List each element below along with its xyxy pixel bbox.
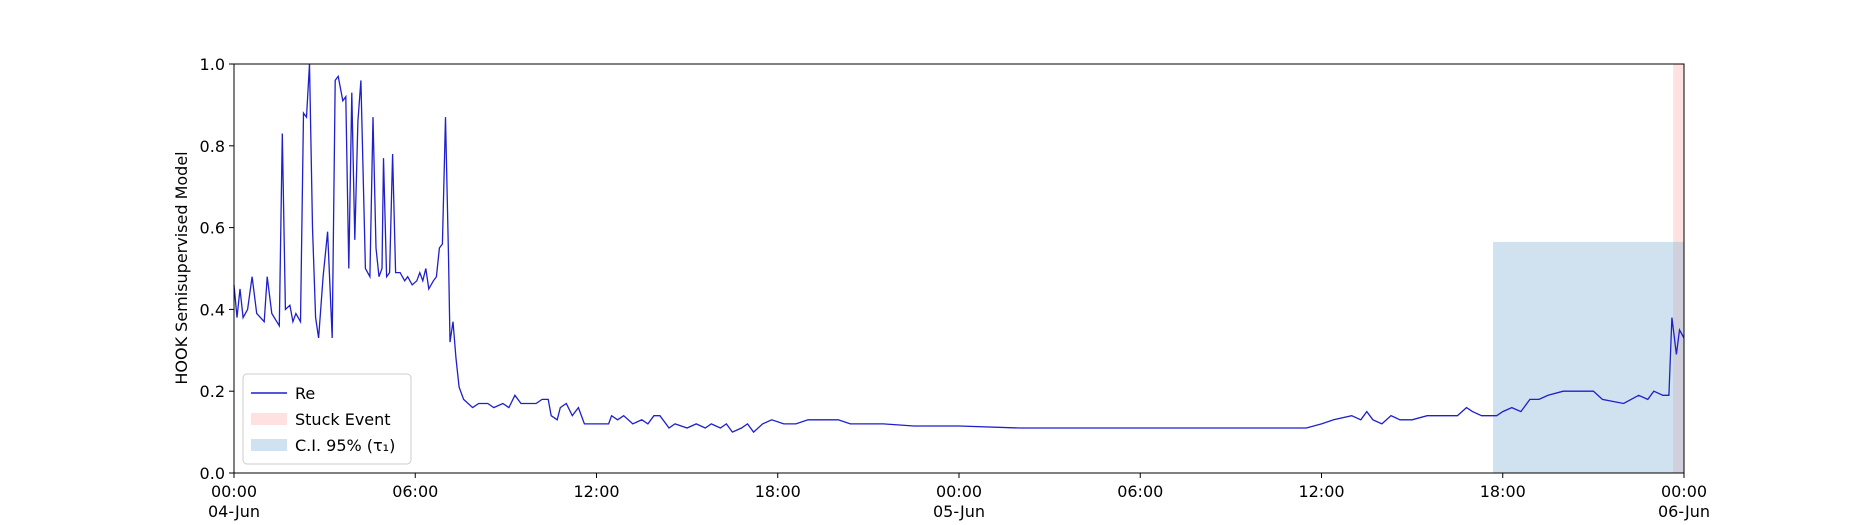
x-date-label: 05-Jun [933,502,985,521]
y-tick-label: 0.2 [200,382,225,401]
legend-label: Re [295,384,315,403]
x-tick-label: 12:00 [573,482,619,501]
x-date-label: 04-Jun [208,502,260,521]
x-date-label: 06-Jun [1658,502,1710,521]
x-tick-label: 18:00 [1480,482,1526,501]
x-tick-label: 00:00 [211,482,257,501]
x-tick-label: 06:00 [1117,482,1163,501]
y-tick-label: 0.6 [200,219,225,238]
x-tick-label: 00:00 [936,482,982,501]
y-tick-label: 0.8 [200,137,225,156]
line [233,63,1685,434]
plot-frame [233,63,1685,474]
legend-patch [251,413,287,425]
y-axis-label: HOOK Semisupervised Model [172,151,191,384]
x-tick-label: 18:00 [755,482,801,501]
x-year-label: 1999 [214,522,255,525]
span [1493,241,1684,473]
legend-label: C.I. 95% (τ₁) [295,436,395,455]
legend-label: Stuck Event [295,410,391,429]
y-tick-label: 0.4 [200,300,225,319]
x-tick-label: 12:00 [1298,482,1344,501]
x-tick-label: 00:00 [1661,482,1707,501]
y-tick-label: 1.0 [200,55,225,74]
legend-patch [251,439,287,451]
x-tick-label: 06:00 [392,482,438,501]
legend-box [242,373,412,465]
legend: Re Stuck Event C.I. 95% (τ₁) [242,373,412,465]
y-tick-label: 0.0 [200,464,225,483]
span [1673,64,1684,473]
